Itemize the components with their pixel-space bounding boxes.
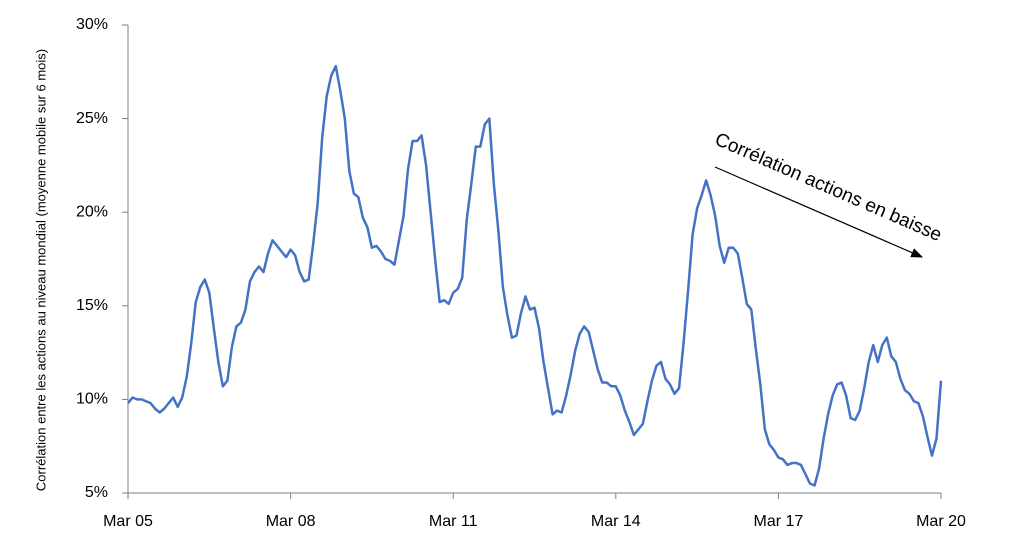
- y-tick-label: 30%: [76, 16, 108, 33]
- annotation-arrow: [714, 166, 924, 258]
- x-tick-label: Mar 14: [591, 513, 641, 530]
- y-tick-label: 15%: [76, 297, 108, 314]
- y-tick-label: 5%: [85, 484, 108, 501]
- y-tick-label: 10%: [76, 391, 108, 408]
- y-axis-label: Corrélation entre les actions au niveau …: [33, 49, 48, 491]
- annotation: Corrélation actions en baisse: [712, 129, 945, 246]
- y-tick-label: 25%: [76, 110, 108, 127]
- x-tick-label: Mar 11: [429, 513, 478, 530]
- x-tick-label: Mar 08: [266, 513, 316, 530]
- x-tick-label: Mar 20: [916, 513, 966, 530]
- line-series: [127, 64, 943, 487]
- x-tick-label: Mar 05: [103, 513, 153, 530]
- y-tick-label: 20%: [76, 203, 108, 220]
- x-tick-label: Mar 17: [754, 513, 804, 530]
